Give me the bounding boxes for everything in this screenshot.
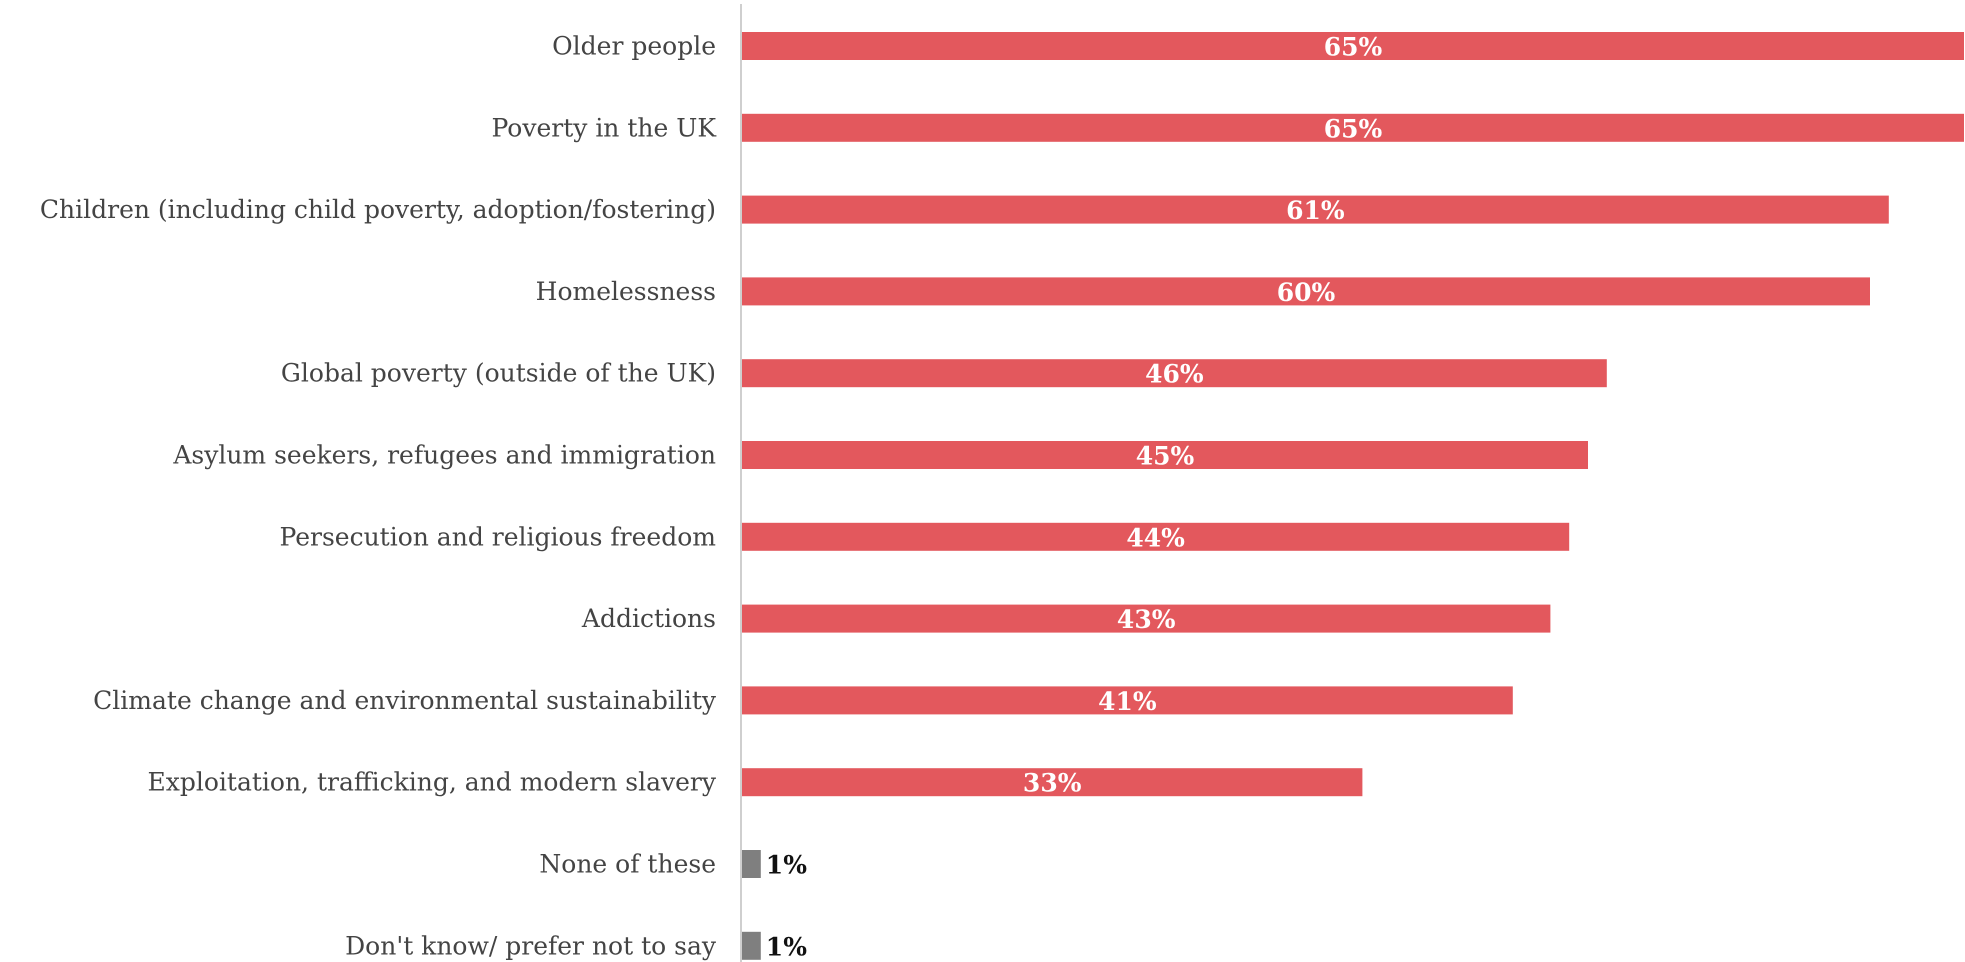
data-label: 65% — [1324, 114, 1383, 143]
bar — [742, 113, 1964, 142]
data-label: 45% — [1136, 442, 1195, 471]
data-label: 1% — [766, 932, 807, 961]
data-label: 33% — [1023, 769, 1082, 798]
bar — [742, 32, 1964, 60]
category-label: Climate change and environmental sustain… — [93, 686, 717, 715]
data-label: 1% — [766, 851, 807, 880]
category-label: Persecution and religious freedom — [280, 522, 717, 551]
data-label: 41% — [1098, 687, 1157, 716]
bar — [742, 850, 761, 878]
bar — [742, 686, 1513, 715]
bar — [742, 359, 1607, 388]
category-label: Homelessness — [536, 277, 716, 306]
category-label: Poverty in the UK — [491, 113, 717, 142]
data-label: 46% — [1145, 360, 1204, 389]
data-label: 61% — [1286, 196, 1345, 225]
category-label: Don't know/ prefer not to say — [345, 931, 717, 960]
bar — [742, 195, 1889, 224]
bar — [742, 931, 761, 960]
category-label: Addictions — [581, 604, 716, 633]
data-label: 60% — [1277, 278, 1336, 307]
category-label: Older people — [552, 32, 716, 61]
data-label: 44% — [1126, 523, 1185, 552]
data-label: 65% — [1324, 33, 1383, 62]
bar — [742, 522, 1570, 551]
category-label: Asylum seekers, refugees and immigration — [172, 441, 716, 470]
category-label: Children (including child poverty, adopt… — [40, 195, 716, 224]
category-label: None of these — [539, 850, 716, 879]
category-label: Exploitation, trafficking, and modern sl… — [148, 768, 717, 797]
bar — [742, 604, 1551, 633]
data-label: 43% — [1117, 605, 1176, 634]
bar — [742, 277, 1870, 306]
bar — [742, 768, 1363, 797]
category-label: Global poverty (outside of the UK) — [281, 359, 716, 388]
bar — [742, 441, 1588, 469]
